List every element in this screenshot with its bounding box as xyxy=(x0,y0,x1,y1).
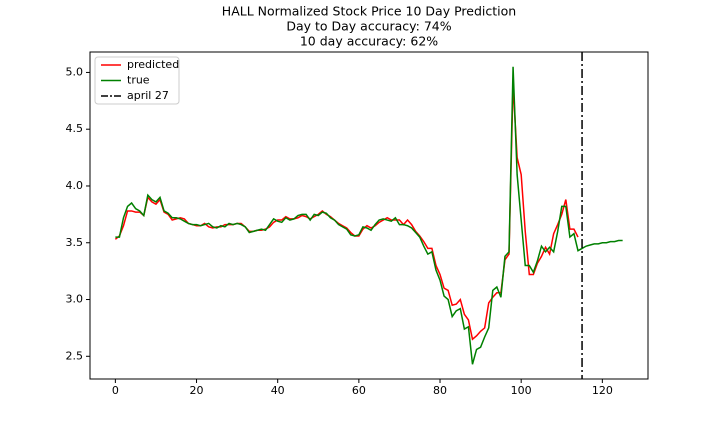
y-tick-label: 3.0 xyxy=(66,293,84,306)
legend-label: april 27 xyxy=(127,89,169,102)
legend-label: predicted xyxy=(127,58,179,71)
x-tick-label: 80 xyxy=(433,384,447,397)
y-tick-label: 2.5 xyxy=(66,349,84,362)
y-tick-label: 4.5 xyxy=(66,122,84,135)
series-line xyxy=(114,83,579,341)
y-tick-label: 4.0 xyxy=(66,179,84,192)
series-line xyxy=(115,66,623,365)
chart-title: HALL Normalized Stock Price 10 Day Predi… xyxy=(222,4,516,19)
x-tick-label: 120 xyxy=(592,384,613,397)
legend-label: true xyxy=(127,74,150,87)
y-tick-label: 5.0 xyxy=(66,65,84,78)
plot-frame xyxy=(89,51,649,380)
legend-box xyxy=(94,56,180,105)
x-tick-label: 20 xyxy=(190,384,204,397)
chart-subtitle: 10 day accuracy: 62% xyxy=(300,34,438,49)
x-tick-label: 40 xyxy=(271,384,285,397)
x-tick-label: 60 xyxy=(352,384,366,397)
chart-subtitle: Day to Day accuracy: 74% xyxy=(286,19,451,34)
x-tick-label: 0 xyxy=(112,384,119,397)
y-tick-label: 3.5 xyxy=(66,236,84,249)
x-tick-label: 100 xyxy=(511,384,532,397)
